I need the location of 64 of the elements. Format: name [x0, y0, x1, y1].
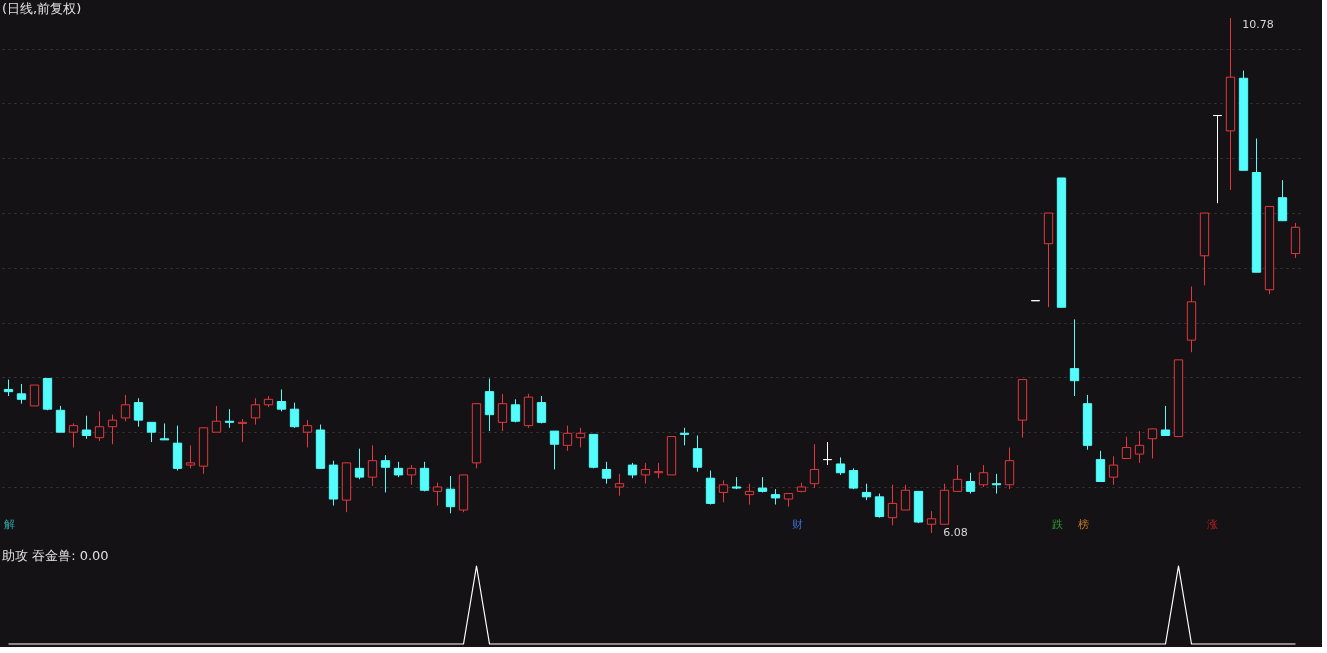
candlestick: [562, 425, 573, 452]
candlestick: [1069, 318, 1080, 397]
candlestick: [1095, 450, 1106, 482]
annotation: 财: [792, 518, 803, 531]
candlestick: [250, 397, 261, 426]
candlestick: [159, 422, 170, 441]
candlestick: [601, 461, 612, 485]
annotation: 10.78: [1242, 18, 1274, 31]
candlestick: [692, 434, 703, 473]
candlestick: [237, 418, 248, 443]
chart-title: 助攻 吞金兽: 0.00: [2, 548, 109, 564]
candlestick: [1147, 428, 1158, 459]
candlestick: [419, 461, 430, 492]
candlestick: [640, 462, 651, 485]
annotation: 涨: [1207, 518, 1218, 531]
candlestick: [94, 410, 105, 442]
candlestick: [1277, 179, 1288, 222]
candlestick: [224, 408, 235, 429]
candlestick: [120, 394, 131, 422]
candlestick: [978, 464, 989, 488]
candlestick: [900, 484, 911, 511]
candlestick: [575, 427, 586, 449]
candlestick: [380, 454, 391, 493]
candlestick: [16, 383, 27, 405]
annotation: 榜: [1078, 518, 1089, 531]
candlestick: [887, 484, 898, 526]
candlestick: [29, 384, 40, 407]
candlestick: [497, 393, 508, 432]
candlestick: [133, 397, 144, 428]
candlestick: [874, 493, 885, 519]
candlestick: [1160, 405, 1171, 436]
candlestick: [107, 414, 118, 445]
candlestick: [809, 443, 820, 489]
candlestick: [445, 475, 456, 514]
candlestick: [289, 402, 300, 429]
candlestick: [926, 510, 937, 534]
candlestick: [1134, 430, 1145, 464]
candlestick: [146, 421, 157, 443]
candlestick: [991, 473, 1002, 495]
candlestick: [406, 464, 417, 486]
candlestick: [536, 395, 547, 424]
candlestick: [965, 472, 976, 495]
chart-title: (日线,前复权): [2, 0, 82, 16]
candlestick: [81, 415, 92, 440]
candlestick: [185, 444, 196, 469]
annotation: 解: [4, 518, 15, 531]
candlestick: [952, 464, 963, 492]
candlestick: [354, 448, 365, 480]
candlestick: [718, 479, 729, 503]
candlestick: [276, 388, 287, 412]
annotation: 跌: [1052, 518, 1063, 531]
candlestick: [549, 430, 560, 470]
candlestick: [432, 482, 443, 507]
candlestick: [1108, 455, 1119, 486]
candlestick: [367, 444, 378, 487]
candlestick: [744, 483, 755, 506]
candlestick: [1121, 436, 1132, 459]
candlestick: [302, 419, 313, 449]
candlestick: [614, 473, 625, 497]
candlestick: [484, 378, 495, 432]
annotation: 6.08: [943, 526, 968, 539]
candlestick: [211, 405, 222, 433]
candlestick: [55, 405, 66, 433]
candlestick: [68, 422, 79, 449]
